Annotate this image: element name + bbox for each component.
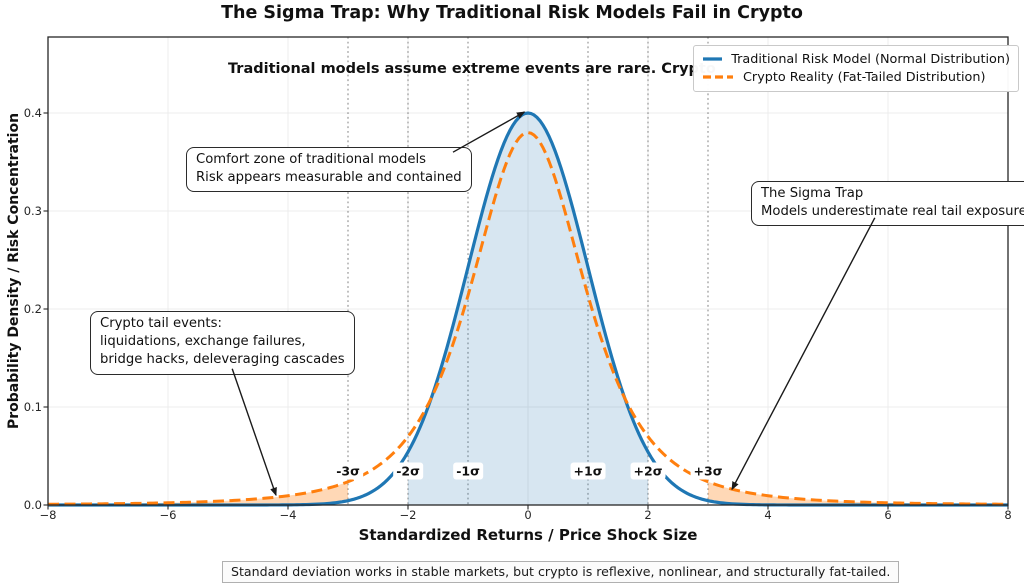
annotation-text: liquidations, exchange failures, <box>100 334 306 350</box>
y-tick-label: 0.1 <box>23 400 42 414</box>
y-axis-label: Probability Density / Risk Concentration <box>6 112 22 430</box>
legend-entry: Traditional Risk Model (Normal Distribut… <box>702 50 1010 68</box>
chart-title: The Sigma Trap: Why Traditional Risk Mod… <box>221 3 803 23</box>
curve-fat-tailed <box>47 131 1009 506</box>
annotation-sigma-trap: The Sigma Trap Models underestimate real… <box>751 181 1024 227</box>
x-tick-label: −6 <box>159 508 177 522</box>
chart-legend: Traditional Risk Model (Normal Distribut… <box>693 45 1019 92</box>
y-tick-label: 0.3 <box>23 204 42 218</box>
annotation-text: bridge hacks, deleveraging cascades <box>100 352 345 368</box>
annotation-crypto-tail-events: Crypto tail events: liquidations, exchan… <box>90 311 355 375</box>
legend-line-sample <box>703 57 723 61</box>
sigma-label: +3σ <box>690 462 726 480</box>
x-tick-label: 8 <box>1004 508 1012 522</box>
legend-entry: Crypto Reality (Fat-Tailed Distribution) <box>702 68 1010 86</box>
y-tick-label: 0.2 <box>23 302 42 316</box>
legend-label: Crypto Reality (Fat-Tailed Distribution) <box>743 69 986 85</box>
chart-subtitle: Traditional models assume extreme events… <box>228 61 716 77</box>
annotation-text: Crypto tail events: <box>100 316 222 331</box>
legend-label: Traditional Risk Model (Normal Distribut… <box>731 51 1010 67</box>
x-axis-label: Standardized Returns / Price Shock Size <box>358 526 698 544</box>
sigma-label: +2σ <box>630 462 666 480</box>
annotation-text: Comfort zone of traditional models <box>196 152 427 167</box>
sigma-label: +1σ <box>570 462 606 480</box>
legend-line-sample <box>703 75 733 79</box>
sigma-label: -2σ <box>393 462 423 480</box>
sigma-label: -3σ <box>333 462 363 480</box>
annotation-comfort-zone: Comfort zone of traditional models Risk … <box>186 147 472 193</box>
y-tick-label: 0.0 <box>23 498 42 512</box>
y-tick-label: 0.4 <box>23 106 42 120</box>
shaded-region <box>48 481 348 505</box>
shaded-region <box>408 113 648 505</box>
footer-caption: Standard deviation works in stable marke… <box>222 561 900 583</box>
x-tick-label: −8 <box>39 508 57 522</box>
annotation-text: Risk appears measurable and contained <box>196 170 462 186</box>
x-tick-label: 4 <box>764 508 772 522</box>
shaded-region <box>708 481 1008 505</box>
annotation-text: The Sigma Trap <box>761 186 864 201</box>
sigma-label: -1σ <box>453 462 483 480</box>
x-tick-label: 6 <box>884 508 892 522</box>
x-tick-label: −2 <box>399 508 417 522</box>
x-tick-label: −4 <box>279 508 297 522</box>
x-tick-label: 2 <box>644 508 652 522</box>
x-tick-label: 0 <box>524 508 532 522</box>
annotation-text: Models underestimate real tail exposure <box>761 204 1024 220</box>
